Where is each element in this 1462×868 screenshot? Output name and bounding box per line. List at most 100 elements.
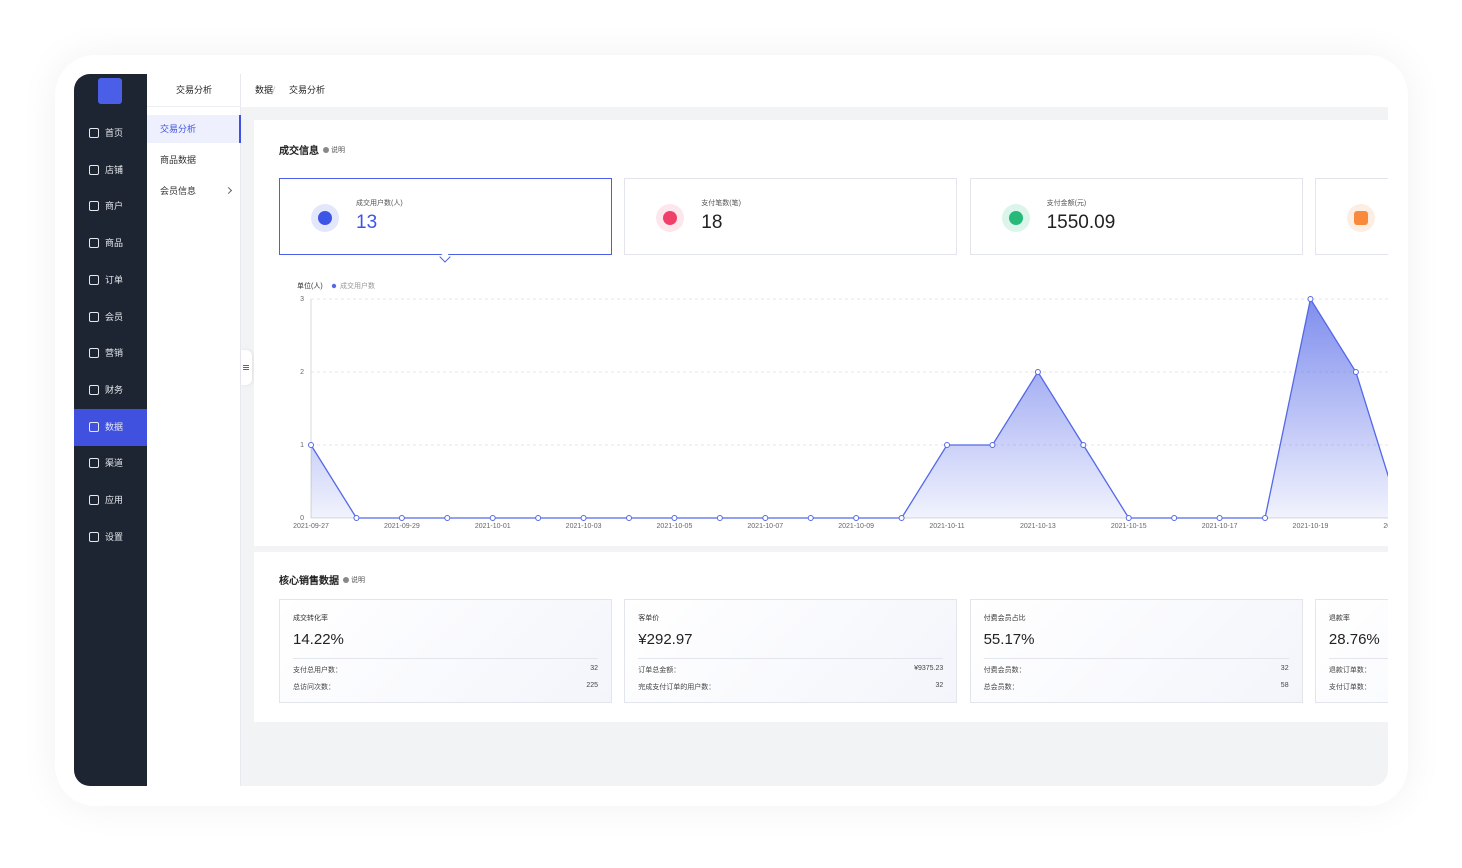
metric-value: 55.17% <box>983 631 1035 648</box>
nav-label: 数据 <box>105 421 124 432</box>
row-value: 58 <box>1280 682 1289 689</box>
nav-label: 营销 <box>105 348 124 359</box>
metric-label: 退款率 <box>1328 615 1350 622</box>
point <box>580 515 587 521</box>
row-value: 32 <box>590 665 598 672</box>
breadcrumb[interactable]: 数据 <box>255 85 274 95</box>
metric-card: 付费会员占比 55.17% 付费会员数： 32 总会员数： 58 <box>969 599 1303 703</box>
row-label: 总会员数： <box>983 684 1019 691</box>
metric-row: 付费会员数： 32 <box>984 665 1289 675</box>
row-label: 退款订单数： <box>1328 667 1371 674</box>
stat-value: 18 <box>701 212 723 233</box>
nav-item[interactable]: 首页 <box>74 115 147 152</box>
nav-item[interactable]: 商户 <box>74 188 147 225</box>
metric-row: 总访问次数： 225 <box>293 682 598 692</box>
point <box>716 515 723 521</box>
header: 数据 交易分析 <box>241 74 1388 107</box>
point <box>1125 515 1132 521</box>
row-label: 订单总金额： <box>638 667 681 674</box>
row-value: 32 <box>935 682 944 689</box>
stat-card[interactable]: 支付笔数(笔) 18 <box>624 178 958 255</box>
icon <box>656 204 685 232</box>
x-tick-label: 2021-10-03 <box>566 523 602 530</box>
title: 核心销售数据 <box>279 576 339 587</box>
stat-value: 1550.09 <box>1046 212 1116 233</box>
nav-icon <box>89 164 99 175</box>
nav-item[interactable]: 商品 <box>74 225 147 262</box>
legend-marker <box>331 283 337 289</box>
legend-label: 成交用户数 <box>340 281 375 290</box>
point <box>989 442 996 448</box>
x-tick-label: 2021-10-15 <box>1111 523 1147 530</box>
section-title: 成交信息 说明 <box>279 142 345 157</box>
x-tick-label: 2021-10-01 <box>475 523 511 530</box>
nav-item[interactable]: 渠道 <box>74 445 147 482</box>
collapse-handle[interactable] <box>241 350 252 385</box>
row-label: 总访问次数： <box>293 684 335 691</box>
nav-icon <box>89 531 99 542</box>
metric-value: ¥292.97 <box>638 631 693 648</box>
icon-dot <box>318 211 332 225</box>
point <box>671 515 678 521</box>
row-value: 225 <box>586 682 598 689</box>
breadcrumb: 交易分析 <box>289 85 326 95</box>
logo[interactable] <box>98 78 122 104</box>
x-tick-label: 2021-10-19 <box>1293 523 1329 530</box>
nav-item[interactable]: 数据 <box>74 408 147 446</box>
nav-item[interactable]: 应用 <box>74 482 147 519</box>
point <box>1171 515 1178 521</box>
nav-item[interactable]: 店铺 <box>74 152 147 189</box>
point <box>308 442 314 448</box>
x-tick-label: 2021-10-11 <box>929 523 964 530</box>
x-tick-label: 2021-09-29 <box>384 523 420 530</box>
x-tick-label: 2021-09-27 <box>293 523 329 530</box>
nav-item[interactable]: 财务 <box>74 372 147 409</box>
metric-label: 客单价 <box>638 615 660 622</box>
nav-item[interactable]: 设置 <box>74 519 147 556</box>
y-tick-label: 3 <box>300 296 304 303</box>
nav-icon <box>89 348 99 359</box>
trade-panel: 成交信息 说明 成交用户数(人) 13 支付笔数(笔) 18 支付金额(元) 1550.09… <box>254 120 1388 546</box>
metric-row: 总会员数： 58 <box>984 682 1289 692</box>
metric-card: 退款率 28.76% 退款订单数： 支付订单数： <box>1314 599 1388 703</box>
point <box>398 515 405 521</box>
nav-label: 商品 <box>105 238 124 249</box>
stat-label: 支付笔数(笔) <box>701 200 741 207</box>
stat-label: 成交用户数(人) <box>356 200 403 207</box>
point <box>489 515 496 521</box>
stat-card[interactable]: 成交用户数(人) 13 <box>279 178 612 255</box>
stat-card[interactable]: 支付金额(元) 1550.09 <box>969 178 1303 255</box>
submenu-item[interactable]: 交易分析 <box>147 115 241 143</box>
help[interactable]: 说明 <box>343 575 365 585</box>
point <box>807 515 814 521</box>
row-value: ¥9375.23 <box>914 665 944 672</box>
metric-card: 客单价 ¥292.97 订单总金额： ¥9375.23 完成支付订单的用户数： 32 <box>624 599 958 703</box>
help[interactable]: 说明 <box>323 145 345 155</box>
nav-icon <box>89 238 99 249</box>
sidebar: 首页店铺商户商品订单 会员营销财务数据渠道 应用 设置 <box>74 74 147 786</box>
label: 会员信息 <box>160 186 197 196</box>
metric-row: 完成支付订单的用户数： 32 <box>638 682 943 692</box>
nav-label: 店铺 <box>105 164 124 175</box>
y-axis-label: 单位(人) <box>297 281 323 290</box>
help-text: 说明 <box>331 146 345 154</box>
chevron <box>224 186 233 195</box>
icon <box>1347 204 1375 232</box>
nav-item[interactable]: 营销 <box>74 335 147 372</box>
divider <box>638 658 944 659</box>
row-label: 付费会员数： <box>983 667 1026 674</box>
nav-item[interactable]: 订单 <box>74 262 147 299</box>
submenu-item[interactable]: 会员信息 <box>147 177 241 205</box>
x-tick-label: 2021-10-07 <box>747 523 783 530</box>
metric-row: 支付订单数： <box>1329 682 1388 692</box>
row-value: 32 <box>1280 665 1289 672</box>
nav-item[interactable]: 会员 <box>74 299 147 336</box>
stat-value: 13 <box>356 212 378 233</box>
submenu-item[interactable]: 商品数据 <box>160 155 197 165</box>
stat-card[interactable] <box>1315 178 1388 255</box>
nav-icon <box>89 421 99 432</box>
point <box>353 515 360 521</box>
point <box>1352 369 1359 375</box>
core-panel: 核心销售数据 说明 成交转化率 14.22% 支付总用户数： 32 总访问次数： 225 客单… <box>254 552 1388 722</box>
